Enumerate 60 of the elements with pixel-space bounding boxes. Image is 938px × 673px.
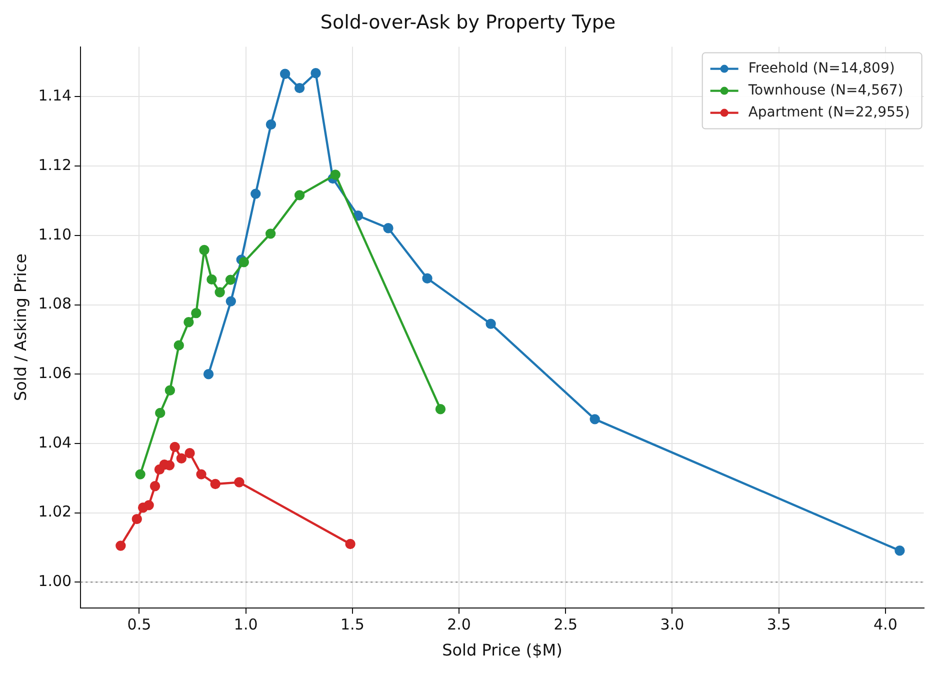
point [422,273,432,284]
y-tick-label: 1.04 [38,433,72,452]
point [894,545,905,556]
y-tick-label: 1.06 [38,364,72,382]
legend-label: Apartment (N=22,955) [748,104,910,120]
y-tick-label: 1.14 [38,86,72,105]
point [226,296,236,306]
point [266,119,276,130]
x-tick-label: 2.0 [447,616,471,634]
y-tick-label: 1.08 [38,294,72,313]
point [265,228,276,239]
point [164,385,176,396]
point [310,68,321,78]
point [116,540,126,551]
point [225,274,236,285]
point [206,274,217,285]
point [435,404,446,414]
point [280,68,290,79]
x-axis-title: Sold Price ($M) [442,640,562,660]
x-tick-label: 3.5 [766,616,791,634]
point [294,82,305,94]
point [203,369,214,380]
point [135,469,146,480]
legend-label: Townhouse (N=4,567) [747,82,904,98]
x-tick-label: 4.0 [873,616,898,634]
x-tick-label: 1.5 [340,616,364,634]
chart-title: Sold-over-Ask by Property Type [320,11,616,34]
point [155,408,166,418]
point [144,500,154,510]
y-tick-label: 1.00 [38,572,72,590]
legend-label: Freehold (N=14,809) [748,60,895,76]
point [486,318,496,329]
point [214,287,225,298]
x-tick-label: 1.0 [234,616,258,634]
point [184,448,195,458]
point [150,481,160,492]
y-axis-title: Sold / Asking Price [10,254,30,402]
point [170,442,180,452]
x-tick-label: 3.0 [660,616,684,634]
point [250,188,261,199]
point [191,308,202,318]
point [174,340,184,350]
point [196,469,206,480]
point [176,453,187,464]
point [238,257,250,268]
point [210,478,220,490]
point [199,244,210,256]
point [184,317,194,328]
x-tick-label: 0.5 [127,616,152,634]
point [330,170,340,180]
point [590,414,600,424]
y-tick-label: 1.10 [38,225,72,244]
y-tick-label: 1.12 [38,156,72,174]
point [234,477,244,488]
point [345,538,356,550]
x-tick-label: 2.5 [554,616,578,634]
y-tick-label: 1.02 [38,502,72,521]
point [294,190,305,200]
point [132,514,142,524]
point [383,223,394,234]
